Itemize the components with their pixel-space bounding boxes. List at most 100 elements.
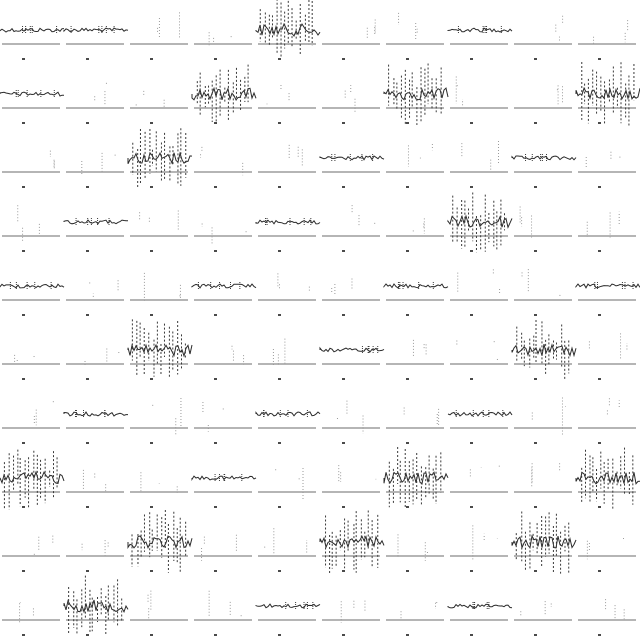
tick-mark — [342, 506, 345, 508]
tile-r6-c7 — [447, 410, 513, 444]
tile-r7-c4 — [258, 468, 316, 508]
waveform-trace — [255, 219, 321, 225]
tick-mark — [342, 442, 345, 444]
tick-mark — [598, 122, 601, 124]
tile-r8-c2 — [127, 510, 193, 573]
tile-r6-c2 — [130, 397, 188, 444]
tile-r7-c3 — [191, 474, 257, 508]
tick-mark — [534, 122, 537, 124]
tick-mark — [598, 442, 601, 444]
tick-mark — [598, 58, 601, 60]
tick-mark — [406, 506, 409, 508]
waveform-trace — [0, 283, 65, 289]
tile-r7-c5 — [322, 465, 380, 508]
waveform-trace — [383, 87, 449, 101]
waveform-trace — [447, 27, 513, 33]
tick-mark — [470, 506, 473, 508]
tick-mark — [342, 314, 345, 316]
tile-r9-c3 — [194, 590, 252, 636]
tick-mark — [22, 442, 25, 444]
tick-mark — [22, 634, 25, 636]
waveform-trace — [447, 214, 513, 229]
tile-r7-c9 — [575, 447, 640, 510]
tile-r8-c4 — [258, 528, 316, 572]
tile-r0-c5 — [322, 19, 380, 60]
tick-mark — [214, 314, 217, 316]
tick-mark — [22, 122, 25, 124]
tile-r2-c5 — [319, 154, 385, 188]
tick-mark — [278, 250, 281, 252]
tick-mark — [22, 250, 25, 252]
tick-mark — [406, 570, 409, 572]
tile-r6-c9 — [578, 398, 636, 444]
tick-mark — [534, 506, 537, 508]
tick-mark — [534, 186, 537, 188]
tick-mark — [406, 634, 409, 636]
tile-r7-c2 — [130, 472, 188, 508]
tile-r9-c4 — [255, 602, 321, 636]
tick-mark — [22, 186, 25, 188]
tile-r4-c9 — [575, 282, 640, 316]
tick-mark — [342, 250, 345, 252]
tile-r5-c9 — [578, 333, 636, 380]
tile-r5-c6 — [386, 339, 444, 380]
tick-mark — [342, 570, 345, 572]
tile-r1-c3 — [191, 64, 257, 124]
tile-r3-c5 — [322, 205, 380, 252]
waveform-trace — [319, 155, 385, 161]
tick-mark — [406, 186, 409, 188]
tick-mark — [406, 122, 409, 124]
tile-r5-c2 — [127, 319, 193, 380]
waveform-trace — [319, 346, 385, 353]
tick-mark — [150, 314, 153, 316]
waveform-trace — [63, 599, 129, 614]
tick-mark — [534, 442, 537, 444]
tick-mark — [150, 442, 153, 444]
tick-mark — [470, 634, 473, 636]
tick-mark — [534, 250, 537, 252]
tile-r3-c7 — [447, 192, 513, 253]
tick-mark — [150, 58, 153, 60]
tile-r6-c5 — [322, 400, 380, 444]
tile-r8-c0 — [2, 534, 60, 572]
tick-mark — [214, 378, 217, 380]
tick-mark — [598, 506, 601, 508]
tick-mark — [86, 570, 89, 572]
tick-mark — [150, 634, 153, 636]
tile-r7-c8 — [514, 463, 572, 508]
tick-mark — [598, 250, 601, 252]
tile-r1-c7 — [450, 76, 508, 124]
tile-r8-c9 — [578, 538, 636, 572]
tile-r7-c1 — [66, 469, 124, 508]
tick-mark — [406, 314, 409, 316]
waveform-trace — [63, 219, 128, 225]
tile-r1-c0 — [0, 90, 64, 124]
tick-mark — [214, 634, 217, 636]
tick-mark — [470, 570, 473, 572]
tile-r3-c4 — [255, 218, 321, 252]
tick-mark — [598, 378, 601, 380]
tile-r0-c1 — [63, 26, 129, 60]
tile-r8-c8 — [511, 511, 577, 574]
tick-mark — [598, 314, 601, 316]
tile-r5-c7 — [450, 340, 508, 380]
tick-mark — [214, 58, 217, 60]
tile-r5-c3 — [194, 345, 252, 380]
tick-mark — [86, 506, 89, 508]
tile-r9-c2 — [130, 590, 188, 636]
tick-mark — [470, 186, 473, 188]
tile-r2-c4 — [258, 144, 316, 188]
tile-r3-c9 — [578, 211, 636, 252]
tile-r1-c6 — [383, 63, 449, 125]
tick-mark — [150, 378, 153, 380]
tick-mark — [86, 634, 89, 636]
tick-mark — [342, 634, 345, 636]
tick-mark — [534, 570, 537, 572]
tile-r5-c1 — [66, 346, 124, 380]
waveform-trace — [575, 87, 640, 101]
tile-r3-c8 — [514, 206, 572, 252]
waveform-trace — [255, 411, 321, 417]
